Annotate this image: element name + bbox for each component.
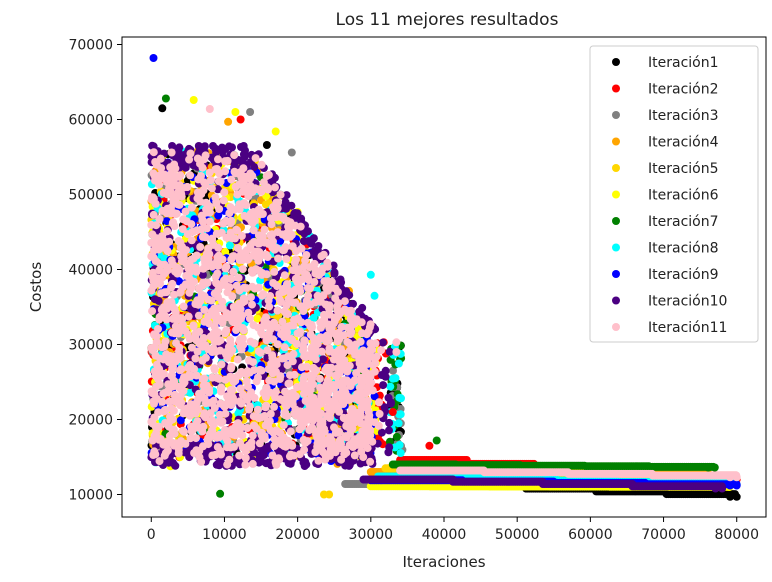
point-iteración10 [378,338,387,347]
point-iteración7 [704,463,713,472]
point-iteración10 [377,371,386,379]
point-iteración10 [212,148,221,157]
point-iteración10 [349,299,357,308]
point-iteración11 [207,176,215,185]
point-iteración3 [389,366,397,375]
point-iteración11 [253,405,262,414]
point-iteración10 [232,458,241,467]
point-iteración10 [345,291,354,300]
point-iteración5 [261,200,270,209]
point-iteración10 [225,142,234,151]
point-iteración11 [205,217,214,226]
point-iteración10 [237,157,246,166]
point-iteración10 [385,347,394,356]
point-iteración8 [394,419,403,428]
point-iteración10 [387,398,395,407]
point-iteración10 [213,185,222,194]
point-iteración10 [385,426,393,435]
point-iteración11 [168,279,177,288]
point-iteración9 [726,481,735,490]
point-iteración9 [214,211,223,220]
point-iteración10 [379,381,388,390]
point-iteración8 [394,359,403,368]
point-iteración10 [301,458,310,466]
point-iteración10 [259,451,268,460]
point-iteración8 [391,374,400,383]
point-iteración10 [291,209,299,217]
plot-area [147,54,741,501]
point-iteración8 [396,410,405,419]
data-points [147,54,741,501]
point-iteración6 [253,314,262,323]
point-iteración10 [272,409,281,418]
point-iteración8 [395,441,404,449]
point-iteración7 [710,463,719,472]
point-iteración10 [200,142,209,151]
point-iteración10 [168,142,177,150]
point-iteración10 [355,307,364,316]
point-iteración11 [269,279,278,287]
point-iteración10 [194,142,203,150]
point-iteración10 [287,201,296,210]
point-iteración10 [304,237,313,246]
point-iteración1 [726,492,735,501]
point-iteración11 [242,201,250,209]
point-iteración7 [392,432,401,441]
point-iteración9 [162,217,171,226]
point-iteración11 [163,227,172,236]
point-iteración8 [386,382,395,391]
point-iteración10 [175,143,184,152]
point-iteración11 [280,343,289,352]
point-iteración11 [186,171,195,180]
point-iteración10 [270,173,279,182]
point-iteración10 [319,355,327,364]
point-iteración11 [220,188,229,197]
point-iteración11 [170,290,178,299]
point-iteración10 [239,142,248,150]
point-iteración10 [281,198,290,207]
point-iteración10 [377,428,386,437]
point-iteración9 [176,416,185,425]
point-iteración8 [395,393,404,402]
point-iteración10 [330,268,339,277]
point-iteración9 [732,481,741,490]
point-iteración10 [336,275,345,284]
point-iteración8 [225,241,234,250]
point-iteración10 [250,163,259,171]
point-iteración11 [248,459,257,468]
point-iteración10 [718,484,727,493]
point-iteración10 [314,242,323,250]
point-iteración10 [711,484,720,493]
point-iteración10 [150,295,159,304]
point-iteración11 [149,210,158,219]
point-iteración10 [198,271,207,279]
chart-title: Los 11 mejores resultados [336,10,559,30]
point-iteración9 [294,431,303,440]
point-iteración1 [732,492,741,501]
point-iteración8 [396,449,405,457]
point-iteración10 [385,418,394,427]
point-iteración10 [148,141,157,150]
point-iteración6 [221,247,230,256]
point-iteración10 [384,448,393,457]
